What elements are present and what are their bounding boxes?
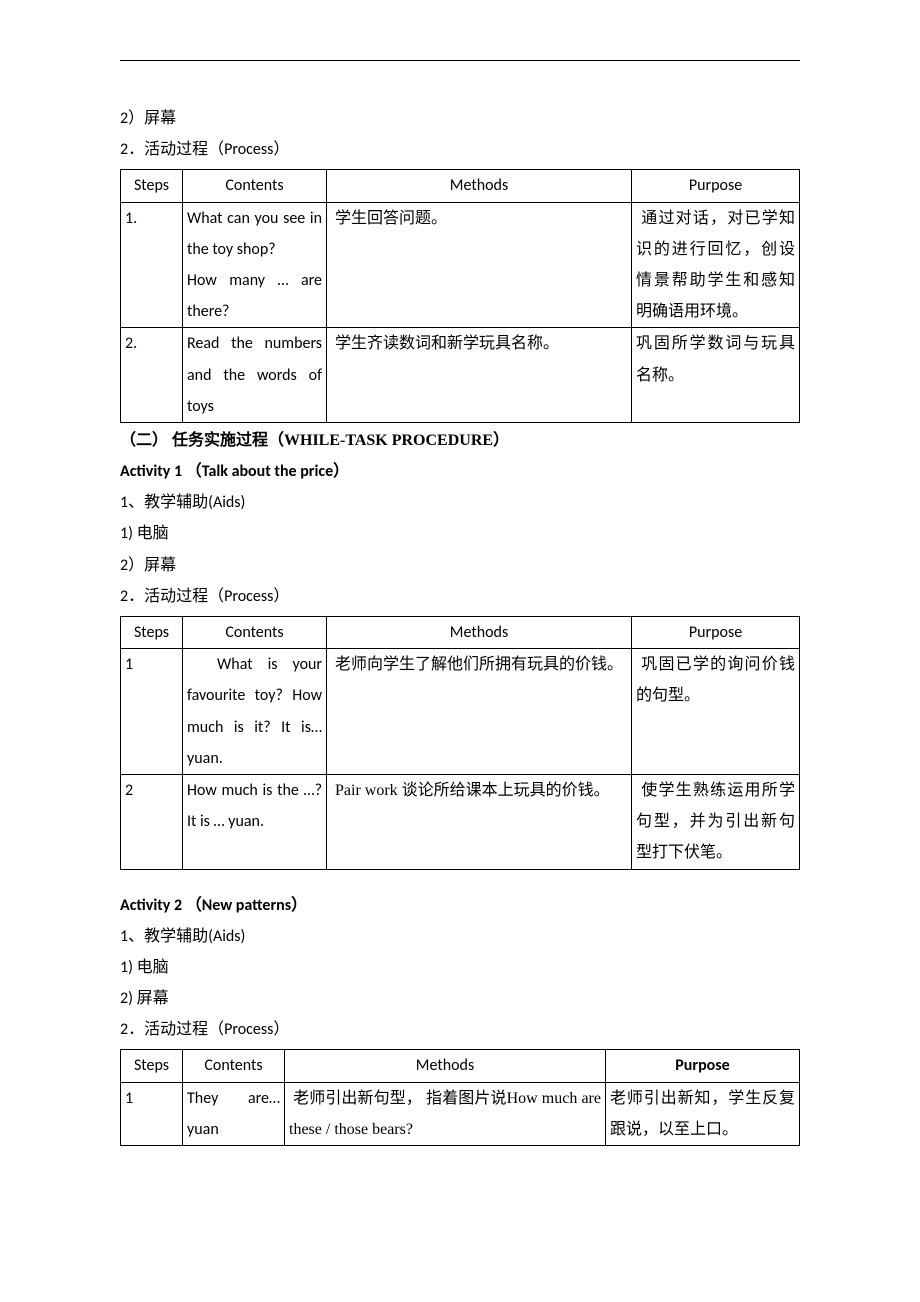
th-contents: Contents bbox=[183, 170, 327, 202]
cell-purpose: 老师引出新知，学生反复跟说，以至上口。 bbox=[606, 1082, 800, 1145]
process-label: 2．活动过程（Process） bbox=[120, 581, 800, 612]
activity-2-table: Steps Contents Methods Purpose 1 They ar… bbox=[120, 1049, 800, 1146]
cell-methods: Pair work 谈论所给课本上玩具的价钱。 bbox=[327, 774, 632, 869]
pre-task-table: Steps Contents Methods Purpose 1. What c… bbox=[120, 169, 800, 423]
aids-item-computer: 1) 电脑 bbox=[120, 518, 800, 549]
cell-contents: What can you see in the toy shop? How ma… bbox=[183, 202, 327, 328]
th-methods: Methods bbox=[285, 1050, 606, 1082]
th-purpose: Purpose bbox=[606, 1050, 800, 1082]
cell-step: 1 bbox=[121, 1082, 183, 1145]
cell-methods-text: Pair work 谈论所给课本上玩具的价钱。 bbox=[335, 782, 610, 799]
table-row: 2. Read the numbers and the words of toy… bbox=[121, 328, 800, 423]
process-label: 2．活动过程（Process） bbox=[120, 1014, 800, 1045]
activity-1-title: Activity 1 （Talk about the price） bbox=[120, 456, 800, 487]
th-methods: Methods bbox=[327, 170, 632, 202]
cell-purpose-text: 巩固已学的询问价钱的句型。 bbox=[636, 656, 795, 704]
th-steps: Steps bbox=[121, 1050, 183, 1082]
th-steps: Steps bbox=[121, 170, 183, 202]
cell-methods: 学生回答问题。 bbox=[327, 202, 632, 328]
cell-methods-text: 学生回答问题。 bbox=[335, 210, 447, 227]
cell-step: 1 bbox=[121, 649, 183, 775]
cell-methods-text: 老师引出新句型， 指着图片说How much are these / those… bbox=[289, 1090, 601, 1138]
aids-item-computer: 1) 电脑 bbox=[120, 952, 800, 983]
cell-methods: 学生齐读数词和新学玩具名称。 bbox=[327, 328, 632, 423]
activity-2-title: Activity 2 （New patterns） bbox=[120, 890, 800, 921]
cell-methods: 老师向学生了解他们所拥有玩具的价钱。 bbox=[327, 649, 632, 775]
cell-step: 2 bbox=[121, 774, 183, 869]
cell-contents: What is your favourite toy? How much is … bbox=[183, 649, 327, 775]
aids-item-screen: 2）屏幕 bbox=[120, 550, 800, 581]
th-contents: Contents bbox=[183, 1050, 285, 1082]
cell-methods-text: 学生齐读数词和新学玩具名称。 bbox=[335, 335, 559, 352]
document-page: 2）屏幕 2．活动过程（Process） Steps Contents Meth… bbox=[0, 0, 920, 1188]
cell-contents: They are… yuan bbox=[183, 1082, 285, 1145]
aids-label: 1、教学辅助(Aids) bbox=[120, 921, 800, 952]
th-methods: Methods bbox=[327, 617, 632, 649]
table-row: 1 They are… yuan 老师引出新句型， 指着图片说How much … bbox=[121, 1082, 800, 1145]
cell-contents: Read the numbers and the words of toys bbox=[183, 328, 327, 423]
aids-label: 1、教学辅助(Aids) bbox=[120, 487, 800, 518]
th-purpose: Purpose bbox=[632, 170, 800, 202]
th-contents: Contents bbox=[183, 617, 327, 649]
table-row: 1 What is your favourite toy? How much i… bbox=[121, 649, 800, 775]
cell-purpose: 巩固已学的询问价钱的句型。 bbox=[632, 649, 800, 775]
cell-methods: 老师引出新句型， 指着图片说How much are these / those… bbox=[285, 1082, 606, 1145]
table-header-row: Steps Contents Methods Purpose bbox=[121, 617, 800, 649]
top-rule bbox=[120, 60, 800, 61]
table-row: 2 How much is the …? It is … yuan. Pair … bbox=[121, 774, 800, 869]
cell-step: 1. bbox=[121, 202, 183, 328]
cell-methods-text: 老师向学生了解他们所拥有玩具的价钱。 bbox=[335, 656, 623, 673]
cell-purpose: 通过对话，对已学知识的进行回忆，创设情景帮助学生和感知明确语用环境。 bbox=[632, 202, 800, 328]
cell-purpose: 巩固所学数词与玩具名称。 bbox=[632, 328, 800, 423]
aids-item-screen: 2）屏幕 bbox=[120, 103, 800, 134]
cell-contents-text: What is your favourite toy? How much is … bbox=[187, 655, 322, 768]
process-label: 2．活动过程（Process） bbox=[120, 134, 800, 165]
cell-contents: How much is the …? It is … yuan. bbox=[183, 774, 327, 869]
cell-step: 2. bbox=[121, 328, 183, 423]
th-steps: Steps bbox=[121, 617, 183, 649]
table-row: 1. What can you see in the toy shop? How… bbox=[121, 202, 800, 328]
while-task-heading: （二） 任务实施过程（WHILE-TASK PROCEDURE） bbox=[120, 425, 800, 456]
table-header-row: Steps Contents Methods Purpose bbox=[121, 170, 800, 202]
th-purpose: Purpose bbox=[632, 617, 800, 649]
aids-item-screen: 2) 屏幕 bbox=[120, 983, 800, 1014]
blank-line bbox=[120, 872, 800, 890]
cell-purpose-text: 使学生熟练运用所学句型，并为引出新句型打下伏笔。 bbox=[636, 782, 795, 861]
table-header-row: Steps Contents Methods Purpose bbox=[121, 1050, 800, 1082]
activity-1-table: Steps Contents Methods Purpose 1 What is… bbox=[120, 616, 800, 870]
cell-purpose-text: 通过对话，对已学知识的进行回忆，创设情景帮助学生和感知明确语用环境。 bbox=[636, 210, 795, 321]
cell-purpose: 使学生熟练运用所学句型，并为引出新句型打下伏笔。 bbox=[632, 774, 800, 869]
